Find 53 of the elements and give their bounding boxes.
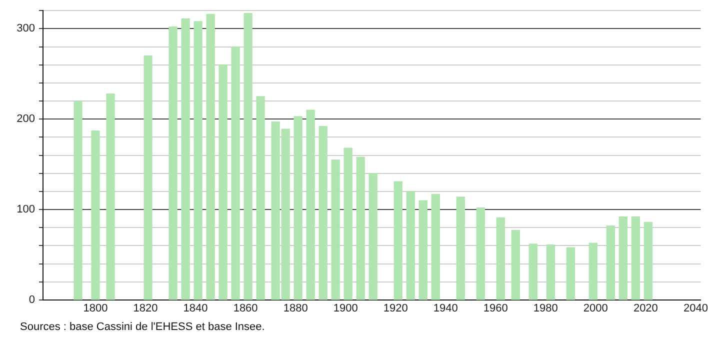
bar [244,12,252,300]
bar [344,148,352,300]
bar [368,173,378,300]
bar [294,116,302,300]
bar [511,230,520,300]
bar [496,217,505,300]
x-tick-label: 1840 [183,302,208,315]
x-tick-label: 1960 [483,302,508,315]
x-tick-label: 1940 [433,302,458,315]
bar [91,130,100,300]
bar [476,207,485,300]
bar [588,242,598,300]
x-tick-label: 1900 [333,302,358,315]
bar [394,181,402,300]
bar [631,216,640,300]
y-tick-label: 100 [16,204,35,216]
x-tick-label: 2000 [583,302,608,315]
x-tick-label: 1800 [83,302,108,315]
bar [644,222,653,300]
x-tick-label: 2040 [683,302,708,315]
bar [318,126,328,300]
bar [144,55,152,300]
y-tick-label: 300 [16,22,35,35]
x-tick-label: 1880 [283,302,308,315]
bar [106,93,115,300]
bar [206,14,215,300]
x-tick-label: 1820 [133,302,158,315]
bar [456,196,465,300]
y-tick-label: 0 [28,294,35,306]
bar [181,18,190,300]
bar [406,191,415,300]
bar [231,46,240,300]
bar [306,110,315,300]
bar [168,26,178,300]
bar [606,226,615,300]
bar [356,156,365,300]
bar [194,21,202,300]
x-tick-label: 1920 [383,302,408,315]
bar [256,96,265,300]
bar [528,244,538,300]
bar [218,64,228,300]
bar [418,200,428,300]
bar [618,216,628,300]
bar [431,194,440,300]
bar [331,159,340,300]
x-tick-label: 2020 [633,302,658,315]
x-tick-label: 1980 [533,302,558,315]
y-tick-label: 200 [16,113,35,126]
bar [546,244,555,300]
bar [566,247,575,300]
x-tick-label: 1860 [233,302,258,315]
bar [74,100,82,300]
source-note: Sources : base Cassini de l'EHESS et base Insee. [20,320,265,335]
